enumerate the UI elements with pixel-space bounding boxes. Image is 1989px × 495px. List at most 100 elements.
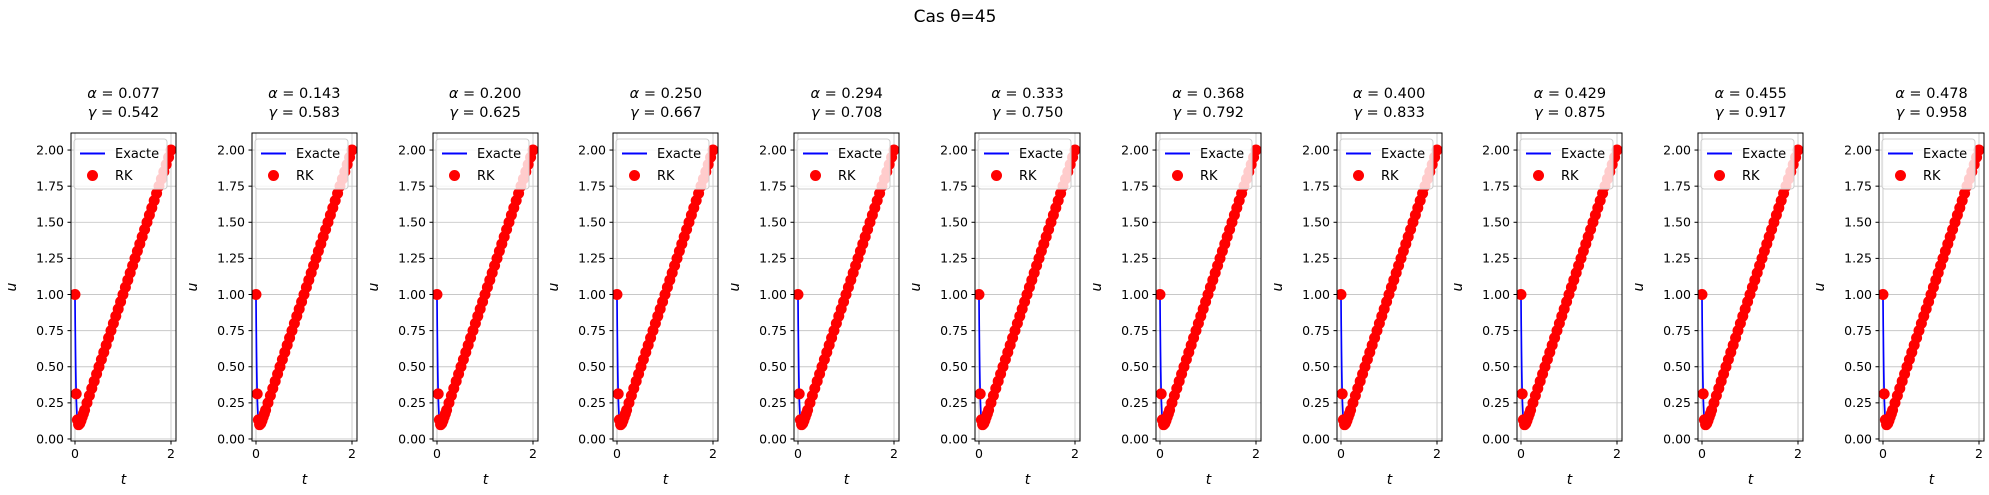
rk-markers xyxy=(1336,144,1442,431)
legend: Exacte RK xyxy=(73,138,168,190)
y-axis-label: u xyxy=(1450,282,1466,291)
x-tick-label: 0 xyxy=(794,446,802,461)
y-tick-label: 0.00 xyxy=(1121,431,1149,446)
rk-marker xyxy=(165,144,176,156)
y-tick-label: 1.00 xyxy=(36,287,64,302)
y-tick-label: 0.25 xyxy=(579,395,607,410)
y-tick-label: 0.75 xyxy=(1663,323,1691,338)
y-tick-label: 1.00 xyxy=(759,287,787,302)
y-tick-label: 2.00 xyxy=(398,142,426,157)
y-tick-label: 0.75 xyxy=(1121,323,1149,338)
axes-box xyxy=(432,132,539,442)
y-axis: 0.00 0.25 0.50 0.75 1.00 1.25 1.50 1.75 2.00 xyxy=(579,142,614,446)
y-tick-label: 0.50 xyxy=(759,359,787,374)
rk-marker xyxy=(613,388,625,400)
subplot-canvas: 0.000.250.500.751.001.251.501.752.000 2ut… xyxy=(727,132,900,488)
subplot-canvas: 0.000.250.500.751.001.251.501.752.000 2ut… xyxy=(1450,132,1623,488)
y-tick-label: 1.00 xyxy=(1483,287,1511,302)
x-tick-label: 2 xyxy=(1071,446,1079,461)
subplot-11: α = 0.478 γ = 0.958 0.00 0.25 0.50 0.75 1.00 1.… xyxy=(1808,58,1989,495)
x-tick-label: 0 xyxy=(1879,446,1887,461)
rk-marker xyxy=(1879,289,1889,301)
y-tick-label: 0.25 xyxy=(1483,395,1511,410)
subplot-4: α = 0.250 γ = 0.667 0.00 0.25 0.50 0.75 1.00 1.… xyxy=(542,58,723,495)
subplot-title-gamma: γ = 0.833 xyxy=(1353,105,1425,121)
rk-marker xyxy=(71,388,82,400)
y-tick-label: 2.00 xyxy=(759,142,787,157)
x-tick-label: 0 xyxy=(1698,446,1706,461)
y-tick-label: 1.00 xyxy=(1844,287,1872,302)
subplot-title-gamma: γ = 0.875 xyxy=(1534,105,1606,121)
legend-exacte-label: Exacte xyxy=(1561,147,1605,162)
subplot-title-gamma: γ = 0.667 xyxy=(630,105,702,121)
y-tick-label: 1.75 xyxy=(217,178,245,193)
x-axis-label: t xyxy=(1748,472,1754,488)
y-tick-label: 0.25 xyxy=(1302,395,1330,410)
y-tick-label: 1.25 xyxy=(759,251,787,266)
subplot-title-alpha: α = 0.429 xyxy=(1533,86,1607,102)
y-tick-label: 1.75 xyxy=(1121,178,1149,193)
y-tick-label: 0.00 xyxy=(217,431,245,446)
legend: Exacte RK xyxy=(796,138,891,190)
y-axis: 0.00 0.25 0.50 0.75 1.00 1.25 1.50 1.75 2.00 xyxy=(217,142,252,446)
legend: Exacte RK xyxy=(254,138,349,190)
x-tick-label: 2 xyxy=(1433,446,1441,461)
x-tick-label: 2 xyxy=(1975,446,1983,461)
subplot-title-alpha: α = 0.333 xyxy=(991,86,1064,102)
x-tick-label: 0 xyxy=(1517,446,1525,461)
rk-marker xyxy=(1698,289,1708,301)
legend-rk-marker-sample xyxy=(1533,170,1545,181)
subplot-1: α = 0.077 γ = 0.542 0.00 0.25 0.50 0.75 1.00 1.… xyxy=(0,58,181,495)
y-tick-label: 0.00 xyxy=(36,431,64,446)
y-tick-label: 0.75 xyxy=(1844,323,1872,338)
y-tick-label: 0.25 xyxy=(217,395,245,410)
y-tick-label: 1.50 xyxy=(759,215,787,230)
subplot-title-alpha: α = 0.077 xyxy=(87,86,160,102)
legend-rk-marker-sample xyxy=(810,170,822,181)
legend: Exacte RK xyxy=(1881,138,1976,190)
subplot-title-gamma: γ = 0.917 xyxy=(1714,105,1787,121)
legend-rk-marker-sample xyxy=(1714,170,1726,181)
y-tick-label: 1.75 xyxy=(1663,178,1691,193)
subplot-3: α = 0.200 γ = 0.625 0.00 0.25 0.50 0.75 1.00 1.… xyxy=(362,58,543,495)
y-tick-label: 0.50 xyxy=(1302,359,1330,374)
y-tick-label: 0.00 xyxy=(579,431,607,446)
y-axis: 0.00 0.25 0.50 0.75 1.00 1.25 1.50 1.75 2.00 xyxy=(940,142,975,446)
x-tick-label: 0 xyxy=(71,446,79,461)
subplot-9: α = 0.429 γ = 0.875 0.00 0.25 0.50 0.75 1.00 1.… xyxy=(1446,58,1627,495)
y-tick-label: 1.75 xyxy=(1483,178,1511,193)
rk-marker xyxy=(1611,144,1623,156)
y-tick-label: 0.00 xyxy=(1483,431,1511,446)
x-tick-label: 2 xyxy=(167,446,175,461)
x-axis-label: t xyxy=(1025,472,1031,488)
legend-rk-label: RK xyxy=(1742,169,1760,184)
y-tick-label: 1.00 xyxy=(940,287,968,302)
y-tick-label: 1.25 xyxy=(398,251,426,266)
rk-marker xyxy=(71,289,81,301)
x-axis-label: t xyxy=(1386,472,1392,488)
y-tick-label: 1.50 xyxy=(579,215,607,230)
legend: Exacte RK xyxy=(435,138,530,190)
y-tick-label: 1.25 xyxy=(36,251,64,266)
legend-exacte-label: Exacte xyxy=(477,147,521,162)
y-tick-label: 1.00 xyxy=(1302,287,1330,302)
y-tick-label: 0.25 xyxy=(1844,395,1872,410)
axes-box xyxy=(1516,132,1623,442)
rk-marker xyxy=(1698,388,1709,400)
legend-exacte-label: Exacte xyxy=(1742,147,1786,162)
subplot-10: α = 0.455 γ = 0.917 0.00 0.25 0.50 0.75 1.00 1.… xyxy=(1627,58,1808,495)
subplot-title-gamma: γ = 0.542 xyxy=(87,105,160,121)
y-tick-label: 1.75 xyxy=(1844,178,1872,193)
rk-marker xyxy=(432,289,443,301)
y-axis-label: u xyxy=(1270,282,1286,291)
rk-marker xyxy=(1069,144,1080,156)
y-tick-label: 1.25 xyxy=(1302,251,1330,266)
subplot-canvas: 0.000.250.500.751.001.251.501.752.000 2ut… xyxy=(4,132,177,488)
